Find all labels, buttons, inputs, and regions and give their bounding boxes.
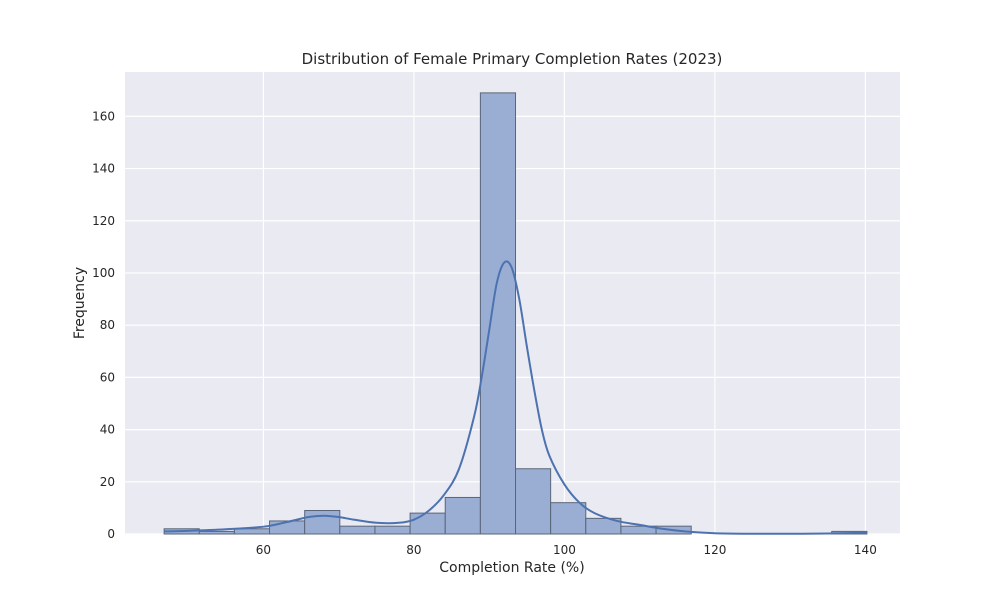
histogram-bar (304, 510, 341, 535)
y-tick-label: 120 (92, 214, 115, 228)
kde-curve (164, 260, 867, 535)
chart-title: Distribution of Female Primary Completio… (302, 50, 723, 68)
y-axis-label: Frequency (72, 267, 88, 339)
x-tick-labels: 60 80 100 120 140 (256, 543, 877, 557)
y-tick-label: 0 (107, 527, 115, 541)
y-tick-label: 140 (92, 162, 115, 176)
y-tick-label: 40 (100, 423, 115, 437)
x-tick-label: 80 (406, 543, 421, 557)
histogram-bar (409, 512, 446, 535)
histogram-bar (198, 530, 235, 535)
x-tick-label: 140 (854, 543, 877, 557)
y-tick-label: 80 (100, 318, 115, 332)
histogram-bar (444, 496, 481, 535)
histogram-bar (339, 525, 376, 535)
x-tick-label: 100 (553, 543, 576, 557)
x-tick-label: 120 (703, 543, 726, 557)
histogram-bar (479, 92, 517, 535)
histogram-bar (233, 528, 271, 535)
histogram-bar (515, 468, 552, 535)
x-axis-label: Completion Rate (%) (439, 560, 584, 576)
y-tick-label: 60 (100, 370, 115, 384)
y-tick-label: 100 (92, 266, 115, 280)
histogram-bar (550, 502, 587, 535)
y-tick-label: 160 (92, 109, 115, 123)
y-tick-labels: 0 20 40 60 80 100 120 140 160 (92, 109, 115, 541)
histogram-bar (374, 525, 411, 535)
y-tick-label: 20 (100, 475, 115, 489)
x-tick-label: 60 (256, 543, 271, 557)
